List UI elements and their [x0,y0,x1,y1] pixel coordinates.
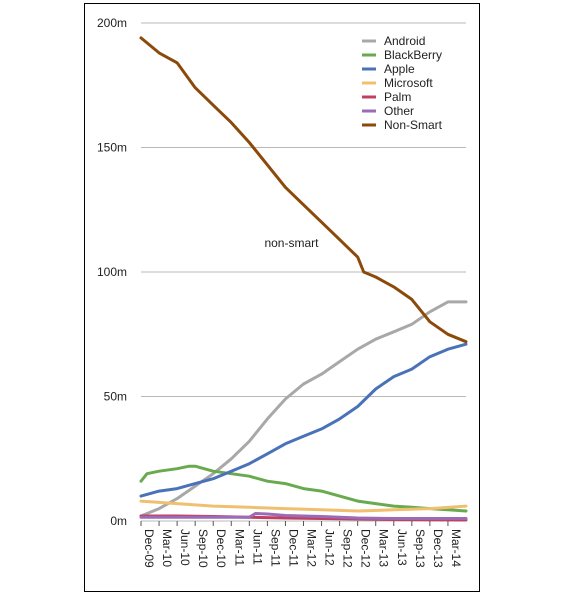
y-tick-label: 200m [97,16,127,30]
legend-label: Android [384,34,425,48]
legend: AndroidBlackBerryAppleMicrosoftPalmOther… [362,34,443,132]
x-tick-label: Mar-12 [305,529,319,567]
line-chart: 0m 50m 100m 150m 200m Dec-09 Mar-10 Jun-10 Sep-… [97,16,468,568]
legend-label: BlackBerry [384,48,442,62]
x-tick-label: Jun-11 [250,529,264,565]
y-tick-label: 150m [97,141,127,155]
x-tick-label: Dec-12 [359,529,373,568]
annotations: non-smart [264,236,319,250]
x-tick-label: Mar-11 [232,529,246,566]
legend-label: Microsoft [384,76,433,90]
series-line-microsoft [139,499,468,513]
y-tick-label: 50m [104,390,127,404]
y-tick-label: 100m [97,265,127,279]
x-tick-label: Mar-10 [160,529,174,567]
series-lines [139,36,468,522]
x-tick-label: Jun-12 [323,529,337,566]
legend-label: Palm [384,90,411,104]
legend-label: Non-Smart [384,118,443,132]
y-tick-label: 0m [110,514,127,528]
x-axis-ticks: Dec-09 Mar-10 Jun-10 Sep-10 Dec-10 Mar-11 Jun-… [140,521,463,568]
series-line-non-smart [139,36,468,344]
x-tick-label: Mar-14 [449,529,463,567]
x-tick-label: Dec-10 [214,529,228,568]
legend-label: Other [384,104,414,118]
x-tick-label: Dec-13 [431,529,445,568]
series-line-blackberry [139,464,468,513]
annotation-label: non-smart [264,236,319,250]
legend-label: Apple [384,62,415,76]
x-tick-label: Jun-13 [395,529,409,566]
x-tick-label: Sep-13 [413,529,427,568]
series-line-apple [139,342,468,498]
x-tick-label: Sep-10 [196,529,210,568]
x-tick-label: Sep-11 [268,529,282,567]
x-tick-label: Mar-13 [377,529,391,567]
x-tick-label: Dec-11 [286,529,300,567]
grid-lines [141,22,466,522]
series-line-other [139,512,468,520]
x-tick-label: Sep-12 [341,529,355,568]
series-line-android [139,300,468,518]
x-tick-label: Dec-09 [142,529,156,568]
x-tick-label: Jun-10 [178,529,192,566]
y-axis-ticks: 0m 50m 100m 150m 200m [97,16,127,528]
chart-frame: 0m 50m 100m 150m 200m Dec-09 Mar-10 Jun-10 Sep-… [84,3,480,592]
